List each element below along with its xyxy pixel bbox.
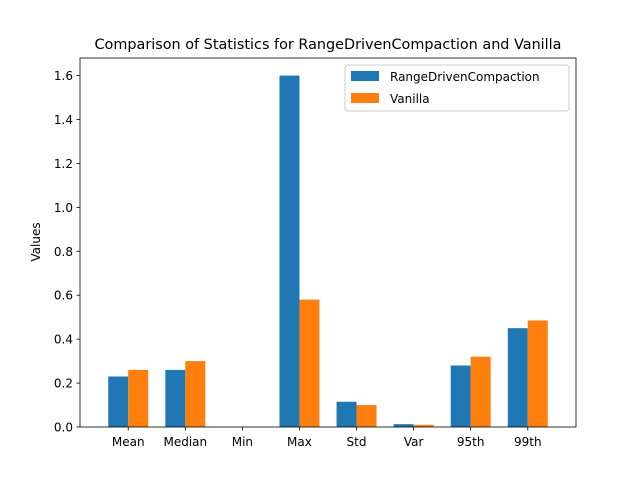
legend-label-series2: Vanilla — [390, 92, 430, 106]
y-tick-label: 0.2 — [54, 377, 73, 391]
bar-series1-95th — [450, 365, 471, 427]
y-tick-label: 0.0 — [54, 421, 73, 435]
x-tick-label-min: Min — [232, 435, 253, 449]
y-tick-label: 1.4 — [54, 113, 73, 127]
bar-series2-mean — [128, 369, 149, 427]
legend-label-series1: RangeDrivenCompaction — [390, 70, 540, 84]
x-tick-label-mean: Mean — [112, 435, 145, 449]
legend: RangeDrivenCompaction Vanilla — [344, 64, 570, 112]
bar-series2-median — [185, 361, 206, 427]
bar-series1-mean — [108, 376, 129, 427]
y-tick-label: 1.0 — [54, 201, 73, 215]
y-tick-label: 1.6 — [54, 69, 73, 83]
bar-series1-var — [393, 424, 414, 427]
y-axis-label: Values — [29, 222, 43, 261]
x-tick-label-var: Var — [404, 435, 424, 449]
x-tick-label-95th: 95th — [457, 435, 485, 449]
bar-series2-std — [356, 405, 377, 427]
y-tick-label: 0.8 — [54, 245, 73, 259]
y-tick-label: 1.2 — [54, 157, 73, 171]
legend-swatch-series1 — [351, 71, 379, 81]
plot-area: 0.0 0.2 0.4 0.6 0.8 1.0 1.2 1.4 1.6 Mean Median Min… — [54, 57, 577, 449]
bar-series2-max — [299, 299, 320, 427]
bar-series1-max — [279, 75, 300, 427]
bar-series2-var — [413, 424, 434, 427]
bar-series1-std — [336, 401, 357, 427]
x-tick-label-99th: 99th — [514, 435, 542, 449]
chart-title: Comparison of Statistics for RangeDriven… — [95, 37, 562, 53]
x-tick-label-std: Std — [347, 435, 367, 449]
y-tick-label: 0.6 — [54, 289, 73, 303]
bar-series2-99th — [527, 320, 548, 427]
x-tick-label-max: Max — [287, 435, 312, 449]
axes-frame — [79, 57, 577, 428]
bar-series2-95th — [470, 356, 491, 427]
bar-series1-median — [165, 369, 186, 427]
y-tick-label: 0.4 — [54, 333, 73, 347]
legend-swatch-series2 — [351, 93, 379, 103]
x-tick-label-median: Median — [163, 435, 207, 449]
legend-box — [344, 64, 570, 112]
bar-series1-99th — [507, 328, 528, 427]
